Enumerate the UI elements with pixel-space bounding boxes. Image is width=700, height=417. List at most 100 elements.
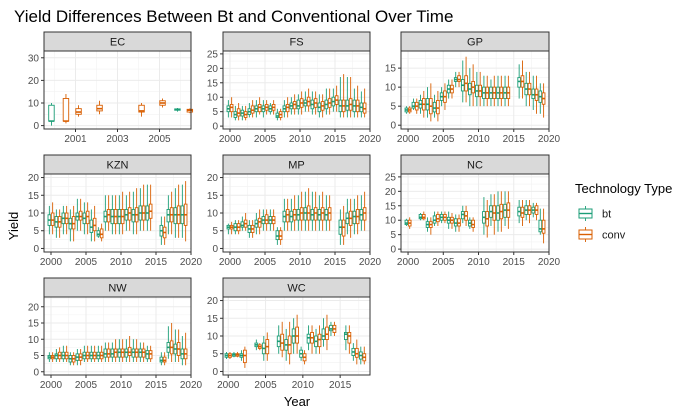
y-tick-label: 0 — [390, 245, 396, 256]
box-body — [538, 219, 543, 233]
box-body — [50, 212, 55, 226]
box-bt — [131, 339, 136, 362]
box-conv — [62, 93, 70, 124]
box-bt — [531, 202, 536, 218]
box-conv — [327, 195, 332, 231]
box-bt — [261, 209, 266, 231]
box-bt — [173, 329, 178, 362]
panel-border — [43, 173, 192, 253]
box-conv — [541, 83, 546, 118]
box-conv — [285, 198, 290, 231]
box-conv — [347, 325, 352, 354]
box-bt — [489, 194, 493, 226]
box-bt — [296, 94, 301, 115]
box-bt — [460, 205, 465, 224]
box-body — [92, 217, 97, 232]
box-conv — [302, 350, 307, 365]
box-body — [162, 356, 167, 363]
box-bt — [282, 198, 287, 231]
y-tick-label: 20 — [207, 173, 219, 184]
box-conv — [229, 97, 234, 118]
x-tick-label: 2005 — [432, 134, 455, 145]
box-body — [113, 348, 118, 358]
x-tick-label: 2000 — [219, 257, 242, 268]
box-body — [343, 332, 348, 340]
box-conv — [414, 98, 419, 114]
box-body — [48, 104, 55, 122]
box-conv — [236, 103, 241, 121]
facet-strip-label: GP — [467, 37, 483, 49]
y-tick-label: 15 — [28, 319, 40, 330]
y-tick-label: 5 — [212, 226, 218, 237]
box-conv — [162, 216, 167, 245]
box-bt — [299, 346, 303, 361]
x-tick-label: 2020 — [359, 134, 382, 145]
box-conv — [292, 94, 297, 115]
box-bt — [352, 88, 357, 118]
box-conv — [327, 88, 332, 115]
box-conv — [148, 345, 153, 362]
box-bt — [75, 349, 80, 366]
box-bt — [314, 328, 318, 354]
box-conv — [148, 184, 153, 231]
box-body — [54, 353, 59, 360]
box-conv — [57, 347, 62, 362]
y-tick-label: 10 — [207, 332, 219, 343]
x-tick-label: 2005 — [432, 257, 455, 268]
box-bt — [54, 209, 59, 238]
x-tick-label: 2000 — [217, 380, 240, 391]
box-conv — [229, 221, 234, 235]
box-conv — [299, 191, 304, 231]
box-conv — [436, 211, 440, 226]
box-bt — [117, 195, 122, 235]
facet-panel-ec: EC 0 10 20 30 2001 2003 2005 — [28, 31, 194, 145]
box-body — [159, 356, 164, 363]
y-tick-label: 15 — [207, 78, 219, 89]
box-conv — [355, 85, 360, 118]
y-tick-label: 5 — [390, 230, 396, 241]
box-conv — [306, 88, 311, 112]
x-tick-label: 2003 — [106, 134, 129, 145]
x-tick-label: 2000 — [219, 134, 242, 145]
y-tick-label: 20 — [207, 296, 219, 307]
box-conv — [499, 191, 504, 232]
facet-strip-label: EC — [110, 37, 125, 49]
box-conv — [127, 336, 132, 362]
box-conv — [421, 90, 426, 118]
y-tick-label: 30 — [28, 53, 40, 64]
y-tick-label: 20 — [385, 187, 397, 198]
box-bt — [233, 105, 238, 121]
box-conv — [355, 195, 360, 235]
box-body — [134, 348, 139, 358]
box-bt — [61, 205, 66, 235]
facet-panel-wc: WC 0 5 10 15 20 2000 2005 2010 2015 — [207, 277, 371, 391]
legend: Technology Type bt conv — [575, 181, 672, 243]
box-bt — [446, 211, 451, 229]
x-tick-label: 2010 — [467, 134, 490, 145]
chart-title: Yield Differences Between Bt and Convent… — [14, 7, 453, 26]
box-body — [411, 101, 416, 109]
y-tick-label: 5 — [390, 102, 396, 113]
box-bt — [345, 77, 350, 118]
y-tick-label: 10 — [207, 93, 219, 104]
box-body — [354, 347, 359, 358]
x-tick-label: 2015 — [503, 257, 526, 268]
box-bt — [432, 94, 437, 118]
box-body — [131, 348, 136, 358]
box-body — [320, 207, 325, 221]
panel-border — [400, 50, 550, 130]
x-tick-label: 2015 — [503, 134, 526, 145]
box-conv — [464, 205, 468, 226]
box-bt — [453, 71, 458, 88]
box-conv — [57, 209, 62, 238]
box-bt — [517, 200, 521, 224]
y-tick-label: 0 — [212, 244, 218, 255]
box-bt — [145, 345, 150, 362]
x-tick-label: 2001 — [64, 134, 87, 145]
box-body — [127, 207, 132, 221]
x-tick-label: 2015 — [145, 257, 168, 268]
box-bt — [166, 195, 171, 235]
y-axis-label: Yield — [6, 212, 21, 240]
box-conv — [478, 71, 482, 107]
